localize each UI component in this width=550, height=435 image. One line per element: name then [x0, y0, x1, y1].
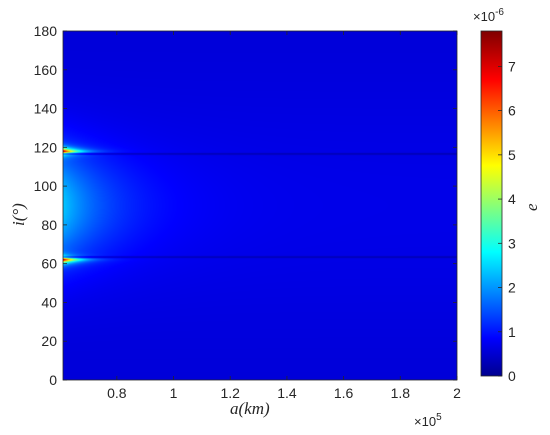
- x-exponent-label: ×105: [414, 412, 442, 429]
- y-tick-label: 0: [49, 372, 57, 388]
- x-tick-label: 0.8: [107, 385, 127, 401]
- y-tick-label: 180: [34, 23, 58, 39]
- plot-area: [62, 30, 458, 381]
- colorbar-tick-label: 5: [508, 147, 516, 163]
- y-tick-label: 80: [41, 217, 57, 233]
- heatmap-image: [63, 31, 457, 380]
- plot-frame: [62, 30, 458, 381]
- x-axis: 0.8 1 1.2 1.4 1.6 1.8 2: [107, 31, 461, 401]
- colorbar-gradient: [481, 31, 502, 376]
- colorbar-tick-label: 1: [508, 324, 516, 340]
- x-tick-label: 1: [170, 385, 178, 401]
- colorbar-frame: [480, 30, 503, 377]
- colorbar-tick-label: 3: [508, 235, 516, 251]
- y-tick-label: 60: [41, 256, 57, 272]
- colorbar-tick-label: 6: [508, 103, 516, 119]
- y-axis: 0 20 40 60 80 100 120 140 160 180: [34, 23, 457, 388]
- x-tick-label: 2: [453, 385, 461, 401]
- colorbar-tick-label: 4: [508, 191, 516, 207]
- colorbar-tick-label: 7: [508, 58, 516, 74]
- colorbar-label: e: [522, 203, 541, 211]
- y-axis-label: i(°): [9, 203, 28, 226]
- y-tick-label: 140: [34, 101, 58, 117]
- x-axis-label: a(km): [230, 399, 270, 418]
- x-tick-label: 1.4: [277, 385, 297, 401]
- x-tick-label: 1.6: [334, 385, 354, 401]
- y-tick-label: 100: [34, 178, 58, 194]
- y-tick-label: 160: [34, 62, 58, 78]
- colorbar-tick-label: 0: [508, 368, 516, 384]
- y-tick-label: 40: [41, 294, 57, 310]
- colorbar-tick-label: 2: [508, 280, 516, 296]
- y-tick-label: 120: [34, 139, 58, 155]
- y-tick-label: 20: [41, 333, 57, 349]
- colorbar-exponent-label: ×10-6: [473, 7, 504, 24]
- colorbar: 0 1 2 3 4 5 6 7 ×10-6 e: [473, 7, 541, 384]
- colorbar-ticks: 0 1 2 3 4 5 6 7: [498, 58, 516, 384]
- x-tick-label: 1.8: [391, 385, 411, 401]
- x-tick-label: 1.2: [221, 385, 241, 401]
